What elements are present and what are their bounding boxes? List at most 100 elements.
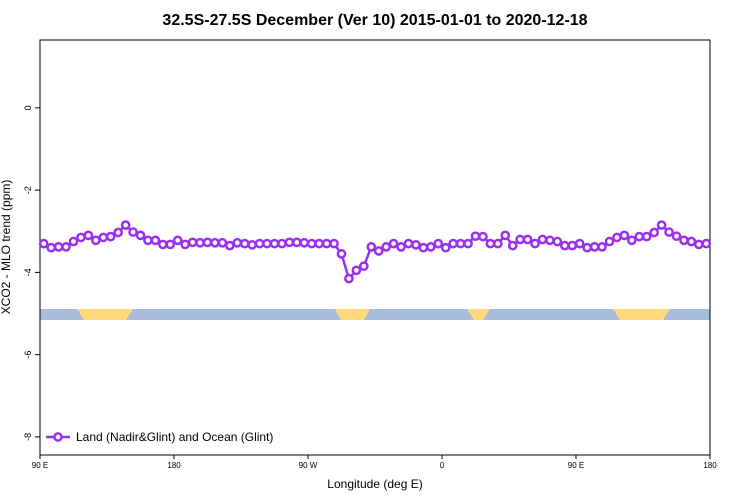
data-point: [679, 235, 689, 246]
land-segment: [335, 309, 370, 320]
data-point: [314, 238, 325, 249]
data-point: [217, 237, 228, 248]
data-point: [53, 242, 64, 252]
data-point: [425, 242, 436, 252]
data-point: [321, 238, 332, 249]
data-point: [604, 236, 615, 247]
data-point: [239, 238, 250, 249]
data-point: [254, 238, 265, 249]
plot-frame: [39, 39, 711, 456]
data-point: [90, 235, 101, 246]
x-tick-label: 90 E: [32, 461, 48, 470]
y-axis-label: XCO2 - MLO trend (ppm): [0, 180, 13, 315]
data-point: [83, 230, 94, 241]
data-point: [165, 239, 176, 250]
data-point: [530, 238, 540, 249]
x-tick-label: 180: [167, 461, 181, 470]
data-point: [545, 235, 555, 246]
data-point: [366, 242, 377, 252]
data-point: [612, 232, 622, 243]
data-point: [128, 227, 138, 237]
data-point: [46, 242, 57, 253]
y-tick-label: -2: [23, 186, 33, 194]
data-point: [120, 220, 131, 230]
data-point: [269, 238, 280, 249]
y-tick-label: 0: [23, 105, 33, 110]
data-point: [463, 238, 473, 249]
data-point: [291, 237, 302, 248]
data-point: [500, 230, 511, 241]
data-point: [224, 240, 235, 251]
data-point: [641, 231, 652, 242]
y-tick-label: -8: [23, 433, 33, 441]
data-point: [336, 249, 347, 259]
data-point: [277, 238, 287, 249]
data-point: [358, 261, 369, 272]
data-point: [693, 239, 704, 250]
data-point: [492, 238, 503, 249]
data-point: [299, 237, 310, 248]
data-point: [664, 227, 674, 237]
data-point: [157, 239, 168, 250]
legend-label: Land (Nadir&Glint) and Ocean (Glint): [76, 430, 273, 444]
ocean-band: [40, 309, 710, 320]
data-point: [76, 232, 86, 243]
data-point: [388, 238, 399, 249]
data-point: [329, 238, 339, 249]
data-point: [373, 246, 384, 256]
chart-title: 32.5S-27.5S December (Ver 10) 2015-01-01…: [162, 12, 587, 29]
land-segment: [467, 309, 490, 320]
data-point: [306, 238, 317, 249]
data-point: [150, 235, 161, 246]
data-point: [344, 273, 354, 284]
data-point: [619, 230, 630, 241]
data-point: [634, 231, 645, 242]
x-tick-label: 180: [703, 461, 717, 470]
data-point: [485, 238, 496, 249]
data-point: [135, 230, 146, 241]
data-point: [143, 235, 153, 246]
data-point: [448, 238, 459, 249]
data-point: [455, 238, 466, 249]
data-point: [262, 238, 272, 249]
data-point: [105, 231, 116, 242]
y-tick-label: -4: [23, 268, 33, 276]
data-point: [210, 237, 220, 248]
land-segment: [77, 309, 133, 320]
data-point: [589, 242, 600, 252]
data-point: [671, 231, 682, 242]
data-point: [649, 227, 660, 238]
data-point: [113, 227, 124, 238]
data-point: [478, 231, 488, 242]
data-point: [626, 235, 637, 246]
data-point: [701, 238, 712, 249]
data-point: [195, 237, 205, 248]
data-point: [470, 231, 481, 242]
data-point: [351, 265, 362, 276]
data-point: [172, 235, 183, 246]
data-point: [284, 237, 295, 248]
land-segment: [613, 309, 670, 320]
data-point: [403, 238, 414, 249]
data-point: [559, 240, 570, 251]
y-tick-label: -6: [23, 351, 33, 359]
x-tick-label: 0: [440, 461, 445, 470]
data-point: [202, 237, 213, 248]
x-tick-label: 90 E: [568, 461, 584, 470]
data-point: [68, 236, 79, 247]
data-point: [381, 242, 392, 252]
data-point: [597, 242, 607, 252]
data-point: [418, 242, 429, 253]
data-point: [507, 240, 518, 251]
data-point: [98, 232, 109, 243]
data-point: [440, 242, 451, 253]
data-point: [38, 238, 49, 249]
surface-band: [40, 309, 710, 320]
legend-marker: [53, 432, 63, 442]
data-point: [574, 238, 585, 249]
data-point: [411, 239, 421, 250]
data-point: [582, 242, 593, 253]
data-point: [515, 234, 526, 245]
